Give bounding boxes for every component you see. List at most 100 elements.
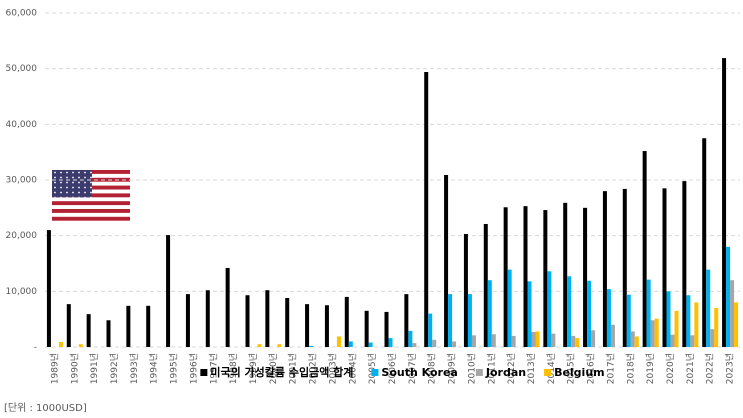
bar [710,329,715,347]
x-tick-label: 2005년 [367,353,378,384]
bar [523,206,528,347]
bar [563,202,568,347]
bar [344,296,349,347]
x-tick-label: 1998년 [228,353,239,384]
x-tick-label: 2000년 [268,353,279,384]
x-tick-label: 2003년 [327,353,338,384]
bar [670,334,675,347]
bar [591,330,596,347]
bar [364,310,369,347]
bar [730,280,735,347]
bar [654,318,659,347]
x-tick-label: 2016년 [586,353,597,384]
bar [575,338,580,347]
bar [225,267,230,347]
legend-swatch [371,369,379,376]
bar [487,280,492,347]
bar [646,279,651,347]
bar [690,335,695,347]
x-tick-label: 2008년 [427,353,438,384]
bar [626,294,631,347]
y-tick-label: 40,000 [6,120,38,130]
bar [511,335,516,347]
x-tick-label: 1991년 [89,353,100,384]
x-tick-label: 2006년 [387,353,398,384]
y-tick-label: 60,000 [6,9,38,19]
bar [547,271,552,347]
x-tick-label: 1990년 [69,353,80,384]
x-tick-label: 2015년 [566,353,577,384]
bar [535,331,540,347]
bar [662,188,667,347]
bar [714,308,719,347]
x-tick-label: 1997년 [208,353,219,384]
x-tick-label: 2023년 [725,353,736,384]
x-tick-label: 2010년 [466,353,477,384]
x-tick-label: 2011년 [486,353,497,384]
x-tick-label: 2022년 [705,353,716,384]
legend-swatch [200,369,208,376]
bar [642,151,647,347]
bar [583,207,588,347]
bar [86,314,91,347]
x-tick-label: 1989년 [49,353,60,384]
bar [46,230,51,347]
bar [309,345,314,347]
bar [126,305,131,347]
x-tick-label: 2004년 [347,353,358,384]
bar [463,233,468,347]
bar [428,313,433,347]
x-tick-label: 2002년 [308,353,319,384]
y-tick-label: - [34,343,37,353]
bar [432,339,437,347]
bar [503,207,508,347]
x-tick-label: 2019년 [645,353,656,384]
x-tick-label: 2021년 [685,353,696,384]
bar [58,341,63,347]
legend-label: Belgium [554,366,605,379]
x-tick-label: 2009년 [447,353,458,384]
bar [166,235,171,347]
bar [277,344,282,347]
bar [444,174,449,347]
x-tick-label: 1993년 [129,353,140,384]
y-tick-label: 30,000 [6,176,38,186]
bar [650,320,655,347]
bar [706,269,711,347]
bar [408,330,413,347]
y-tick-label: 20,000 [6,231,38,241]
bar [285,298,290,347]
bar [694,302,699,347]
bar [324,305,329,347]
bar [610,324,615,347]
bar [305,304,310,347]
x-tick-label: 1999년 [248,353,259,384]
x-tick-label: 2007년 [407,353,418,384]
bar [245,295,250,347]
bar [726,246,731,347]
legend: 미국의 가성칼륨 수입금액 합계 South Korea Jordan Belgium [200,365,605,379]
bar [78,344,83,347]
bar [336,336,341,347]
x-tick-label: 2020년 [665,353,676,384]
x-tick-label: 2018년 [625,353,636,384]
bar [424,72,429,348]
legend-label: South Korea [381,366,457,379]
bar [66,304,71,347]
unit-note: [단위 : 1000USD] [4,401,87,414]
bar [630,331,635,347]
x-tick-label: 2013년 [526,353,537,384]
bar [467,294,472,347]
legend-swatch [475,369,483,376]
bar [702,138,707,347]
bar [483,223,488,347]
bar [587,280,592,347]
bar [567,276,572,347]
bar [531,331,536,347]
bar [622,188,627,347]
us-flag [52,170,130,221]
bar [634,336,639,347]
x-tick-label: 1996년 [188,353,199,384]
bar [146,305,151,347]
x-tick-label: 2012년 [506,353,517,384]
